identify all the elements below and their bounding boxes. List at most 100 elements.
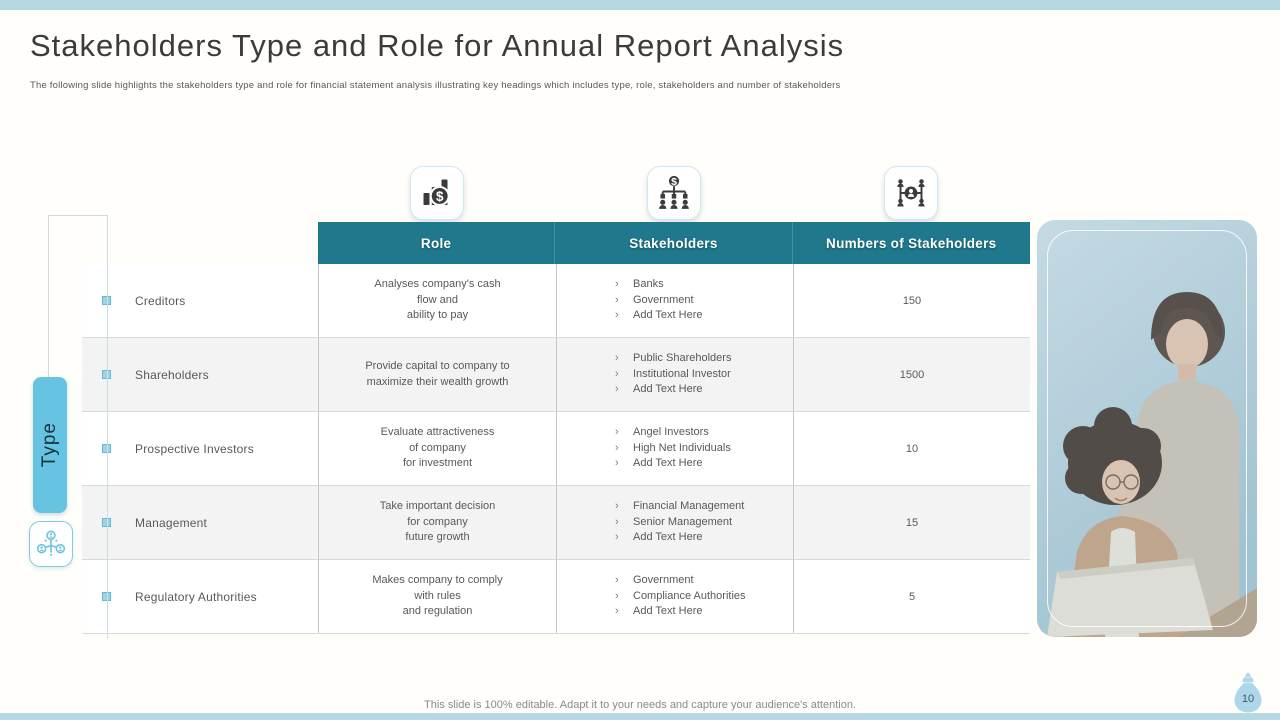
chevron-marker: › xyxy=(615,515,619,528)
chevron-marker: › xyxy=(615,605,619,618)
stakeholder-name: Compliance Authorities xyxy=(633,589,746,602)
stakeholder-network-icon xyxy=(884,166,938,220)
type-axis-label-box: Type xyxy=(33,377,67,513)
role-line: for investment xyxy=(402,457,473,470)
role-line: ability to pay xyxy=(406,309,469,322)
stakeholder-name: Banks xyxy=(633,277,664,290)
stakeholder-item: › Government xyxy=(615,573,793,589)
chevron-marker: › xyxy=(615,499,619,512)
type-label: Management xyxy=(135,515,208,530)
type-label-cell: Creditors xyxy=(82,264,318,337)
role-line: with rules xyxy=(414,589,461,602)
stakeholders-cell: › Banks › Government › Add Text Here xyxy=(556,264,793,337)
role-line: Makes company to comply xyxy=(372,573,503,586)
stakeholder-item: › Institutional Investor xyxy=(615,367,793,383)
row-bullet-marker xyxy=(102,369,111,379)
stakeholders-cell: › Government › Compliance Authorities › Add… xyxy=(556,560,793,633)
chevron-marker: › xyxy=(615,425,619,438)
stakeholder-item: › Government xyxy=(615,293,793,309)
stakeholder-name: Add Text Here xyxy=(633,605,703,618)
role-line: for company xyxy=(407,515,468,528)
type-label-cell: Management xyxy=(82,486,318,559)
stakeholder-item: › Public Shareholders xyxy=(615,351,793,367)
top-accent-bar xyxy=(0,0,1280,10)
stakeholder-name: Senior Management xyxy=(633,515,733,528)
stakeholder-name: Add Text Here xyxy=(633,309,703,322)
chevron-marker: › xyxy=(615,277,619,290)
stakeholder-item: › Add Text Here xyxy=(615,308,793,324)
stakeholder-item: › Add Text Here xyxy=(615,382,793,398)
stakeholders-cell: › Public Shareholders › Institutional Inve… xyxy=(556,338,793,411)
stakeholder-name: High Net Individuals xyxy=(633,441,731,454)
role-line: Analyses company's cash xyxy=(374,277,501,290)
stakeholder-item: › Add Text Here xyxy=(615,604,793,620)
type-label: Regulatory Authorities xyxy=(135,589,257,604)
type-label: Creditors xyxy=(135,293,186,308)
chevron-marker: › xyxy=(615,457,619,470)
stakeholder-item: › Senior Management xyxy=(615,515,793,531)
stakeholder-name: Government xyxy=(633,293,694,306)
table-row-shareholders: Shareholders Provide capital to company … xyxy=(82,338,1030,412)
count-cell: 10 xyxy=(793,412,1030,485)
role-line: Evaluate attractiveness xyxy=(380,425,495,438)
stakeholder-name: Add Text Here xyxy=(633,531,703,544)
count-cell: 5 xyxy=(793,560,1030,633)
footer-note: This slide is 100% editable. Adapt it to… xyxy=(424,699,856,711)
team-photo-illustration xyxy=(1037,220,1257,637)
role-line: and regulation xyxy=(402,605,473,618)
svg-text:$: $ xyxy=(436,189,444,204)
stakeholder-item: › Compliance Authorities xyxy=(615,589,793,605)
role-cell: Makes company to comply with rules and r… xyxy=(318,560,556,633)
type-label-cell: Regulatory Authorities xyxy=(82,560,318,633)
team-photo xyxy=(1037,220,1257,637)
chevron-marker: › xyxy=(615,531,619,544)
stakeholder-item: › Add Text Here xyxy=(615,456,793,472)
stakeholder-name: Financial Management xyxy=(633,499,745,512)
stakeholder-name: Add Text Here xyxy=(633,457,703,470)
type-axis-bracket xyxy=(48,215,107,377)
stakeholders-cell: › Angel Investors › High Net Individuals ›… xyxy=(556,412,793,485)
role-line: Provide capital to company to xyxy=(365,359,510,372)
stakeholder-item: › High Net Individuals xyxy=(615,441,793,457)
type-axis-line xyxy=(107,215,108,639)
money-bag-icon xyxy=(1234,672,1262,713)
chevron-marker: › xyxy=(615,441,619,454)
stakeholder-item: › Angel Investors xyxy=(615,425,793,441)
column-header-numbers: Numbers of Stakeholders xyxy=(826,235,997,251)
count-cell: 150 xyxy=(793,264,1030,337)
count-cell: 1500 xyxy=(793,338,1030,411)
type-label-cell: Prospective Investors xyxy=(82,412,318,485)
type-label-cell: Shareholders xyxy=(82,338,318,411)
chevron-marker: › xyxy=(615,589,619,602)
page-number: 10 xyxy=(1241,693,1255,705)
table-header-row: Role Stakeholders Numbers of Stakeholder… xyxy=(318,222,1030,264)
stakeholders-table: Creditors Analyses company's cash flow a… xyxy=(82,264,1030,634)
table-row-regulatory-authorities: Regulatory Authorities Makes company to … xyxy=(82,560,1030,634)
column-header-role: Role xyxy=(318,222,556,264)
stakeholder-name: Institutional Investor xyxy=(633,367,731,380)
type-label: Shareholders xyxy=(135,367,209,382)
role-line: maximize their wealth growth xyxy=(366,375,509,388)
role-line: Take important decision xyxy=(379,499,496,512)
chevron-marker: › xyxy=(615,309,619,322)
bar-chart-dollar-icon: $ xyxy=(410,166,464,220)
stakeholder-item: › Add Text Here xyxy=(615,530,793,546)
row-bullet-marker xyxy=(102,591,111,601)
stakeholder-item: › Financial Management xyxy=(615,499,793,515)
page-number-badge: 10 xyxy=(1230,670,1266,714)
column-header-stakeholders: Stakeholders xyxy=(555,222,793,264)
dollar-org-hierarchy-icon: $ xyxy=(647,166,701,220)
role-line: future growth xyxy=(405,531,470,544)
type-axis-label: Type xyxy=(39,422,60,468)
chevron-marker: › xyxy=(615,293,619,306)
row-bullet-marker xyxy=(102,295,111,305)
table-row-creditors: Creditors Analyses company's cash flow a… xyxy=(82,264,1030,338)
svg-text:$: $ xyxy=(671,176,677,188)
stakeholders-cell: › Financial Management › Senior Management… xyxy=(556,486,793,559)
stakeholder-name: Public Shareholders xyxy=(633,351,732,364)
stakeholder-name: Angel Investors xyxy=(633,425,709,438)
people-network-badge-icon xyxy=(29,521,73,567)
role-cell: Analyses company's cash flow and ability… xyxy=(318,264,556,337)
role-cell: Provide capital to company to maximize t… xyxy=(318,338,556,411)
count-cell: 15 xyxy=(793,486,1030,559)
